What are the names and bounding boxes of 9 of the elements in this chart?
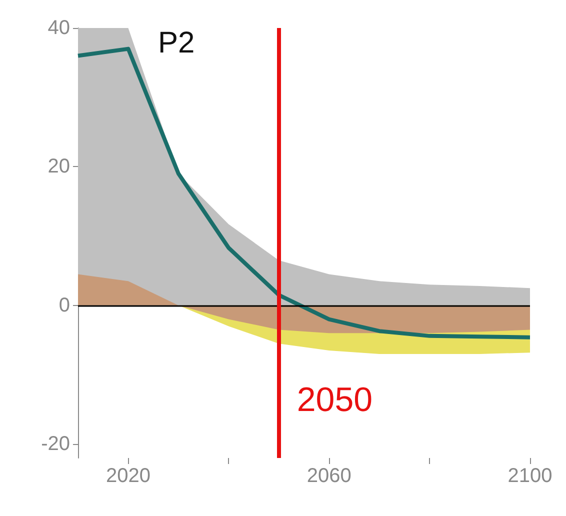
x-tick-label: 2060 — [306, 465, 352, 487]
y-tick-label: -20 — [41, 433, 70, 456]
y-tick-label: 0 — [58, 294, 70, 316]
ref-line-label: 2050 — [296, 381, 373, 419]
y-tick-label: 40 — [48, 17, 70, 39]
x-tick-label: 2020 — [106, 465, 150, 487]
y-tick-label: 20 — [48, 156, 70, 178]
chart-title: P2 — [158, 26, 195, 60]
x-tick-label: 2100 — [508, 465, 552, 487]
